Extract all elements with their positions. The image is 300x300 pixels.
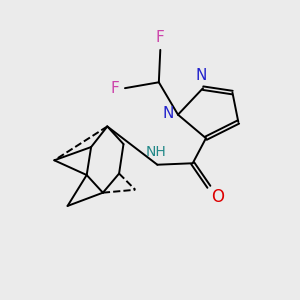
Text: N: N <box>162 106 174 121</box>
Text: F: F <box>111 81 120 96</box>
Text: NH: NH <box>146 145 166 159</box>
Text: N: N <box>196 68 207 83</box>
Text: F: F <box>156 30 165 45</box>
Text: O: O <box>211 188 224 206</box>
